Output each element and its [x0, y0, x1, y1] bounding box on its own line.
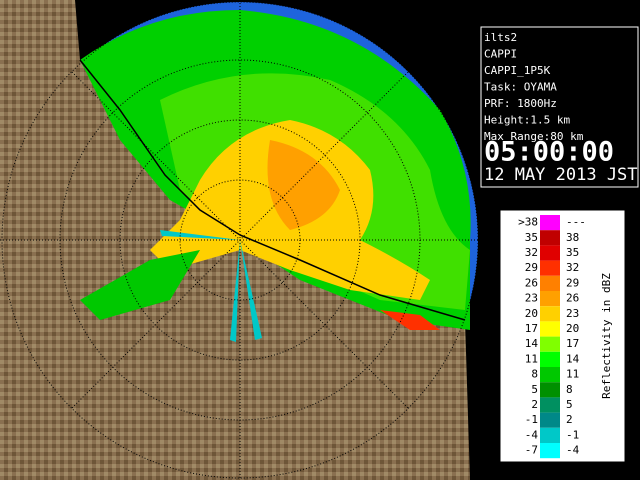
legend-low: 26: [525, 276, 538, 289]
legend-low: -7: [525, 444, 538, 457]
legend-high: 2: [566, 413, 573, 426]
legend-low: 29: [525, 261, 538, 274]
info-panel: [480, 26, 639, 188]
legend-title: Reflectivity in dBZ: [600, 273, 613, 399]
legend-swatch: [540, 427, 560, 443]
legend-low: 20: [525, 307, 538, 320]
info-line: CAPPI_1P5K: [484, 64, 551, 77]
legend-swatch: [540, 260, 560, 276]
legend-high: 11: [566, 368, 579, 381]
legend-high: 17: [566, 337, 579, 350]
legend-low: 17: [525, 322, 538, 335]
legend-swatch: [540, 336, 560, 352]
legend-low: 14: [525, 337, 539, 350]
legend-swatch: [540, 382, 560, 398]
legend-swatch: [540, 245, 560, 261]
date: 12 MAY 2013 JST: [484, 165, 638, 185]
legend-swatch: [540, 230, 560, 246]
info-line: Height:1.5 km: [484, 114, 570, 127]
legend-high: 5: [566, 398, 573, 411]
legend-high: -1: [566, 428, 579, 441]
legend-swatch: [540, 275, 560, 291]
legend-low: 2: [531, 398, 538, 411]
legend-swatch: [540, 321, 560, 337]
legend-high: 26: [566, 292, 579, 305]
legend-low: -4: [525, 428, 539, 441]
legend-swatch: [540, 215, 560, 231]
legend-low: 23: [525, 292, 538, 305]
legend-swatch: [540, 443, 560, 459]
info-line: Max Range:80 km: [484, 130, 584, 143]
legend-high: 23: [566, 307, 579, 320]
legend-low: >38: [518, 216, 538, 229]
legend-panel: [499, 209, 626, 463]
legend-swatch: [540, 367, 560, 383]
legend-high: -4: [566, 444, 580, 457]
legend-low: 8: [531, 368, 538, 381]
legend-low: -1: [525, 413, 538, 426]
legend-high: ---: [566, 216, 586, 229]
legend-high: 20: [566, 322, 579, 335]
info-line: CAPPI: [484, 48, 517, 61]
legend-high: 32: [566, 261, 579, 274]
legend-high: 8: [566, 383, 573, 396]
legend-high: 14: [566, 352, 580, 365]
legend-swatch: [540, 412, 560, 428]
info-line: Task: OYAMA: [484, 81, 557, 94]
legend-low: 11: [525, 352, 538, 365]
legend-swatch: [540, 397, 560, 413]
legend-low: 5: [531, 383, 538, 396]
legend-swatch: [540, 351, 560, 367]
legend-swatch: [540, 291, 560, 307]
legend-low: 32: [525, 246, 538, 259]
legend-swatch: [540, 306, 560, 322]
legend-high: 29: [566, 276, 579, 289]
info-line: ilts2: [484, 31, 517, 44]
info-line: PRF: 1800Hz: [484, 97, 557, 110]
legend-high: 35: [566, 246, 579, 259]
legend-high: 38: [566, 231, 579, 244]
legend-low: 35: [525, 231, 538, 244]
time: 05:00:00: [484, 137, 614, 168]
radar-map: [0, 0, 478, 480]
